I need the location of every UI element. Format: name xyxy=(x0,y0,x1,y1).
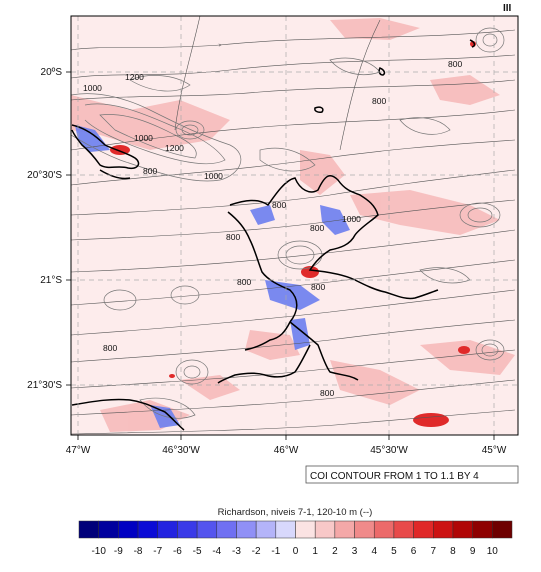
colorbar-label: 6 xyxy=(411,546,417,557)
colorbar-label: 10 xyxy=(487,546,499,557)
colorbar-cell xyxy=(98,520,119,539)
colorbar-label: 1 xyxy=(312,546,318,557)
x-tick-label: 45°W xyxy=(482,445,507,456)
contour-label: 800 xyxy=(272,200,286,210)
contour-label: 800 xyxy=(448,59,462,69)
contour-label: 1000 xyxy=(204,171,223,181)
y-tick-label: 21°S xyxy=(40,275,62,286)
x-axis-labels: 47°W 46°30'W 46°W 45°30'W 45°W xyxy=(66,445,507,456)
colorbar-cell xyxy=(354,520,375,539)
colorbar-label: -4 xyxy=(212,546,221,557)
colorbar-label: 5 xyxy=(391,546,397,557)
topography-contours xyxy=(71,27,505,419)
colorbar-cell xyxy=(78,520,99,539)
contour-label: 1000 xyxy=(83,83,102,93)
colorbar-cell xyxy=(472,520,493,539)
contour-label: 800 xyxy=(103,343,117,353)
contour-label: 800 xyxy=(226,232,240,242)
contour-label: 1000 xyxy=(342,214,361,224)
reservoir-outlines xyxy=(71,39,476,431)
contour-label: 800 xyxy=(237,277,251,287)
colorbar-cell xyxy=(334,520,355,539)
colorbar-label: 7 xyxy=(430,546,436,557)
colorbar-label: -3 xyxy=(232,546,241,557)
colorbar-label: -9 xyxy=(114,546,123,557)
colorbar-cell xyxy=(216,520,237,539)
colorbar-cell xyxy=(452,520,473,539)
plot-frame xyxy=(70,15,519,436)
colorbar-label: -2 xyxy=(252,546,261,557)
colorbar-cell xyxy=(157,520,178,539)
colorbar-title: Richardson, niveis 7-1, 120-10 m (--) xyxy=(218,507,373,518)
top-right-mark: III xyxy=(503,3,512,14)
colorbar-cell xyxy=(413,520,434,539)
colorbar-cell xyxy=(433,520,454,539)
contour-label: 1200 xyxy=(165,143,184,153)
colorbar-label: 9 xyxy=(470,546,476,557)
colorbar-cell xyxy=(393,520,414,539)
contour-label: 800 xyxy=(372,96,386,106)
contour-label: 800 xyxy=(310,223,324,233)
y-axis-labels: 20ºS 20°30'S 21°S 21°30'S xyxy=(27,67,62,391)
colorbar-label: 0 xyxy=(293,546,299,557)
colorbar-cell xyxy=(255,520,277,539)
contour-labels: 1200 1000 1000 1200 800 1000 800 800 800… xyxy=(83,59,462,398)
contour-info-text: COI CONTOUR FROM 1 TO 1.1 BY 4 xyxy=(310,471,479,482)
colorbar-label: 4 xyxy=(371,546,377,557)
contour-label: 800 xyxy=(143,166,157,176)
x-tick-label: 45°30'W xyxy=(370,445,408,456)
colorbar-label: -7 xyxy=(153,546,162,557)
colorbar-label: -6 xyxy=(173,546,182,557)
colorbar-label: -8 xyxy=(134,546,143,557)
colorbar-cell xyxy=(177,520,198,539)
colorbar-cell xyxy=(118,520,139,539)
contour-label: 1200 xyxy=(125,72,144,82)
y-tick-label: 20°30'S xyxy=(27,170,62,181)
y-tick-label: 21°30'S xyxy=(27,380,62,391)
colorbar xyxy=(78,520,513,539)
contour-label: 1000 xyxy=(134,133,153,143)
colorbar-cell xyxy=(314,520,336,539)
colorbar-cell xyxy=(492,520,513,539)
colorbar-label: 2 xyxy=(332,546,338,557)
colorbar-cell xyxy=(373,520,395,539)
colorbar-cell xyxy=(295,520,316,539)
contour-label: 800 xyxy=(311,282,325,292)
tick-marks xyxy=(66,71,495,440)
x-tick-label: 46°30'W xyxy=(162,445,200,456)
colorbar-label: -1 xyxy=(271,546,280,557)
x-tick-label: 47°W xyxy=(66,445,91,456)
colorbar-cell xyxy=(236,520,257,539)
contour-label: 800 xyxy=(320,388,334,398)
colorbar-label: 8 xyxy=(450,546,456,557)
colorbar-cell xyxy=(137,520,158,539)
colorbar-label: 3 xyxy=(352,546,358,557)
contour-info-box: COI CONTOUR FROM 1 TO 1.1 BY 4 xyxy=(305,465,519,484)
colorbar-cell xyxy=(196,520,218,539)
colorbar-cell xyxy=(275,520,296,539)
x-tick-label: 46°W xyxy=(274,445,299,456)
y-tick-label: 20ºS xyxy=(41,67,63,78)
graticule xyxy=(71,16,518,435)
colorbar-labels: -10 -9 -8 -7 -6 -5 -4 -3 -2 -1 0 1 2 3 4 5 6 7 8 9 10 xyxy=(91,546,498,557)
colorbar-label: -5 xyxy=(193,546,202,557)
colorbar-label: -10 xyxy=(91,546,106,557)
